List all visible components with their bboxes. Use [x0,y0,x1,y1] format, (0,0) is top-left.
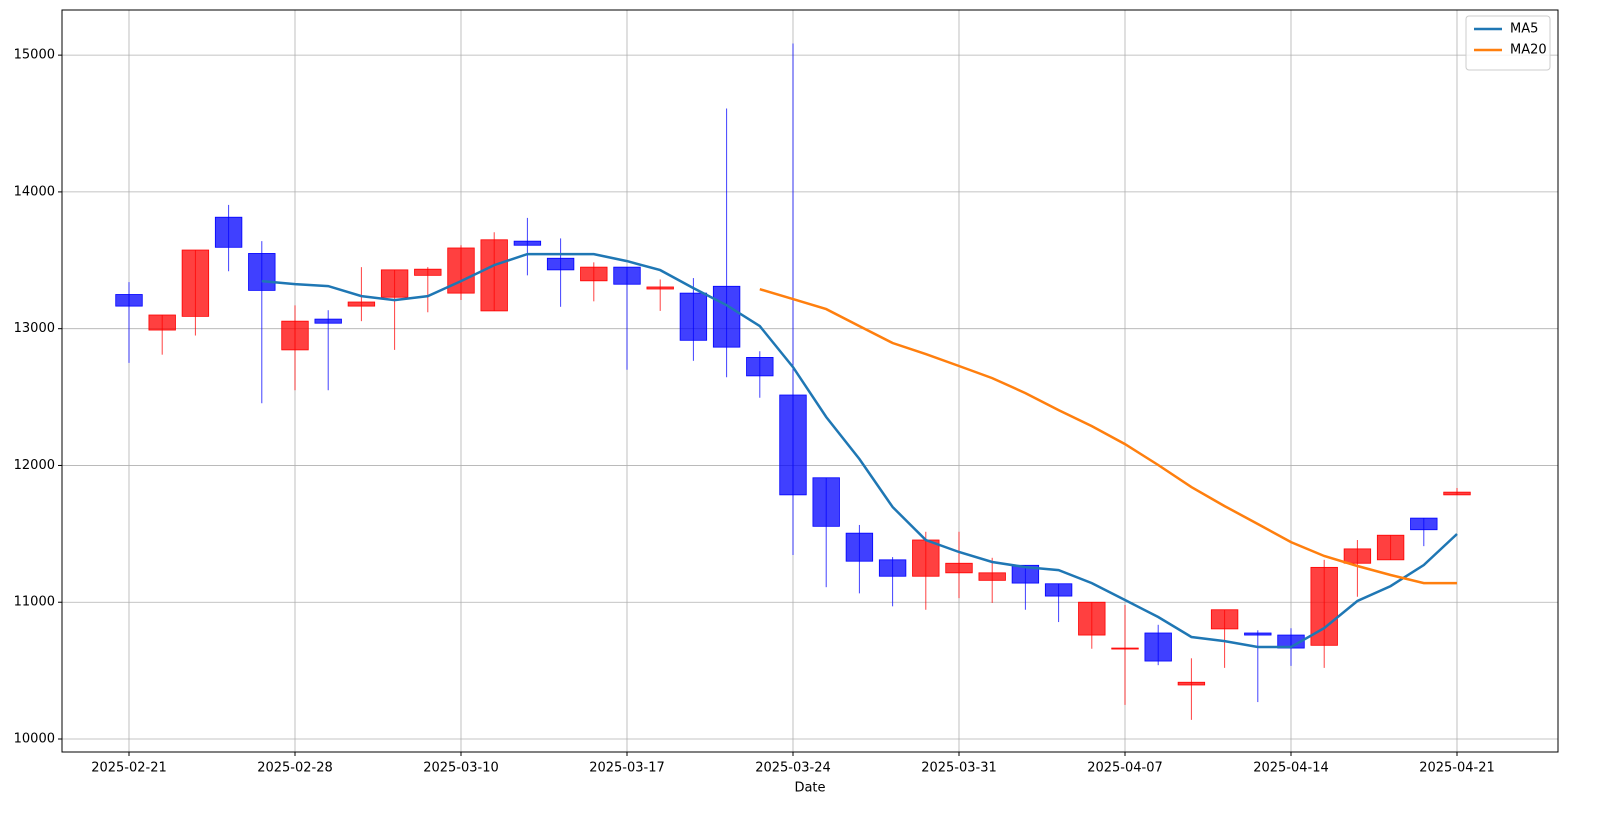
x-axis-label: Date [794,781,825,796]
candle-body [546,257,575,271]
candle-body [1244,632,1272,636]
x-tick-label: 2025-03-10 [423,761,499,776]
candle-body [646,286,674,290]
candle-body [115,294,143,307]
y-tick-label: 12000 [14,458,55,473]
candle-body [945,562,973,574]
candle-body [1410,517,1438,531]
candle-body [513,240,542,246]
candle-body [1078,601,1106,636]
candle-body [1044,583,1073,597]
candle-body [148,314,176,331]
x-tick-label: 2025-03-31 [921,761,997,776]
candle-body [281,320,309,351]
candle-body [580,266,608,282]
candle-body [181,249,210,317]
x-tick-label: 2025-04-14 [1253,761,1329,776]
candle-body [1111,647,1139,650]
candle-body [480,239,508,312]
candle-body [613,266,641,285]
candle-body [912,539,940,577]
x-tick-label: 2025-02-21 [91,761,167,776]
candle-body [1177,681,1206,686]
candle-body [812,477,840,527]
candle-body [679,292,708,341]
y-tick-label: 14000 [14,184,55,199]
candle-body [746,357,774,377]
candle-body [1144,632,1172,662]
candle-body [347,301,376,307]
x-tick-label: 2025-03-24 [755,761,831,776]
candle-body [214,216,243,248]
legend-label: MA20 [1510,43,1547,58]
candle-body [878,559,907,577]
y-tick-label: 15000 [14,48,55,63]
candle-body [978,572,1006,581]
candle-body [779,394,807,496]
candle-body [1011,564,1040,584]
x-tick-label: 2025-04-07 [1087,761,1163,776]
x-tick-label: 2025-03-17 [589,761,665,776]
y-tick-label: 11000 [14,595,55,610]
y-tick-label: 13000 [14,321,55,336]
candle-body [248,253,276,291]
candle-body [414,268,442,276]
candle-body [314,318,342,324]
plot-frame [61,9,1559,753]
candle-body [1343,548,1372,564]
candle-body [380,269,409,298]
x-tick-label: 2025-04-21 [1419,761,1495,776]
candle-body [845,532,874,562]
candle-body [1443,491,1471,496]
candle-body [1210,609,1239,630]
candle-body [1376,534,1405,561]
y-tick-label: 10000 [14,732,55,747]
ma-line [759,288,1457,585]
x-tick-label: 2025-02-28 [257,761,333,776]
legend-label: MA5 [1510,22,1538,37]
ma-line [261,252,1458,649]
candle-body [712,285,741,348]
